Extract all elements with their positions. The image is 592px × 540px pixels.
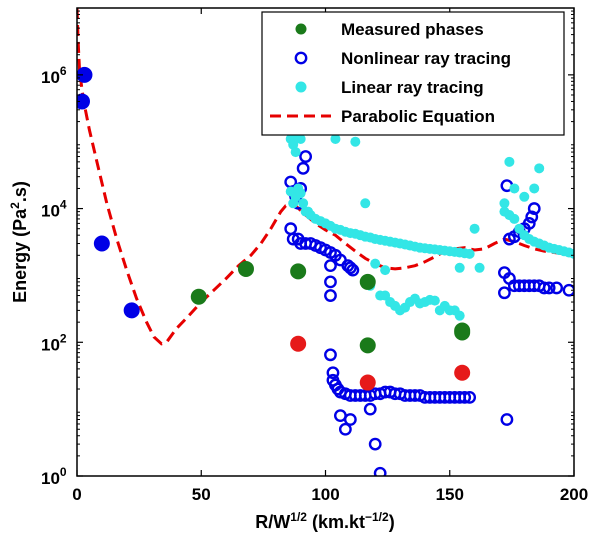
nonlinear-ray-point [296, 161, 310, 175]
linear-ray-tracing-point [380, 265, 391, 276]
nonlinear-ray-point [458, 390, 472, 404]
nonlinear-ray-point [550, 281, 564, 295]
nonlinear-ray-point [343, 413, 357, 426]
nonlinear-ray-point [525, 210, 539, 224]
nonlinear-ray-point [338, 422, 352, 436]
nonlinear-ray-point [542, 281, 556, 295]
marker-point [290, 335, 307, 352]
nonlinear-ray-point [537, 281, 551, 295]
measured-phases-point [454, 324, 471, 341]
x-tick-label: 100 [311, 485, 339, 504]
nonlinear-ray-point [498, 286, 511, 300]
legend-filled-circle-symbol [295, 81, 307, 93]
measured-phases-point [359, 337, 376, 354]
nonlinear-ray-point [343, 261, 357, 275]
y-tick-label: 102 [41, 331, 67, 354]
linear-ray-tracing-point [509, 213, 520, 224]
marker-point [93, 235, 110, 252]
linear-ray-tracing-point [499, 198, 510, 209]
legend-label: Linear ray tracing [341, 78, 484, 97]
measured-phases-point [190, 288, 207, 305]
linear-ray-tracing-point [370, 258, 381, 269]
linear-ray-tracing-point [290, 147, 301, 158]
legend-open-circle-symbol [294, 51, 308, 65]
legend-label: Nonlinear ray tracing [341, 49, 511, 68]
y-tick-label: 106 [41, 64, 67, 87]
x-tick-label: 0 [72, 485, 81, 504]
marker-point [123, 302, 140, 319]
linear-ray-tracing-point [360, 198, 371, 209]
nonlinear-ray-point [373, 466, 387, 476]
marker-point [77, 93, 90, 110]
linear-ray-tracing-point [504, 156, 515, 167]
linear-ray-tracing-point [464, 248, 475, 259]
nonlinear-ray-point [324, 275, 337, 289]
nonlinear-ray-point [326, 366, 340, 380]
linear-ray-tracing-point [454, 262, 465, 273]
nonlinear-ray-point [324, 259, 337, 273]
marker-point [454, 364, 471, 381]
linear-ray-tracing-point [474, 262, 485, 273]
legend-filled-circle-symbol [295, 23, 307, 35]
y-tick-label: 104 [41, 198, 67, 221]
nonlinear-ray-point [522, 217, 536, 230]
linear-ray-tracing-point [295, 188, 306, 199]
nonlinear-ray-point [284, 222, 298, 236]
x-tick-label: 150 [436, 485, 464, 504]
nonlinear-ray-point [527, 202, 541, 215]
marker-point [77, 66, 93, 83]
nonlinear-ray-point [324, 289, 337, 302]
linear-ray-tracing-point [295, 133, 306, 144]
nonlinear-ray-point [324, 348, 337, 362]
nonlinear-ray-point [363, 402, 377, 416]
linear-ray-tracing-point [330, 133, 341, 144]
legend: Measured phases Nonlinear ray tracing Line… [261, 11, 565, 136]
axis-ticks: 0 50 100 150 200 100 102 104 106 [41, 8, 588, 504]
linear-ray-tracing-point [429, 295, 440, 306]
nonlinear-ray-point [368, 437, 382, 451]
marker-point [359, 374, 376, 391]
measured-phases-point [237, 260, 254, 277]
nonlinear-ray-point [500, 413, 514, 426]
y-tick-label: 100 [41, 465, 67, 488]
nonlinear-ray-point [299, 150, 313, 163]
linear-ray-tracing-point [534, 163, 545, 174]
nonlinear-ray-point [346, 263, 360, 277]
x-axis-title: R/W1/2 (km.kt−1/2) [255, 510, 394, 532]
parabolic-equation-layer [77, 8, 574, 346]
linear-ray-tracing-point [519, 191, 530, 202]
measured-phases-point [359, 273, 376, 290]
linear-ray-tracing-point [569, 248, 574, 259]
linear-ray-tracing-point [350, 136, 361, 147]
linear-ray-tracing-point [529, 183, 540, 194]
x-tick-label: 200 [560, 485, 588, 504]
legend-label: Parabolic Equation [341, 107, 495, 126]
linear-ray-tracing-point [454, 310, 465, 321]
nonlinear-ray-point [562, 283, 574, 297]
linear-ray-tracing-point [469, 223, 480, 234]
legend-label: Measured phases [341, 20, 484, 39]
parabolic-equation-line [77, 8, 574, 346]
measured-phases-point [290, 263, 307, 280]
y-axis-title: Energy (Pa2.s) [8, 181, 30, 303]
linear-ray-tracing-point [509, 183, 520, 194]
x-tick-label: 50 [192, 485, 211, 504]
linear-ray-tracing-point [298, 198, 309, 209]
nonlinear-ray-point [463, 390, 477, 404]
